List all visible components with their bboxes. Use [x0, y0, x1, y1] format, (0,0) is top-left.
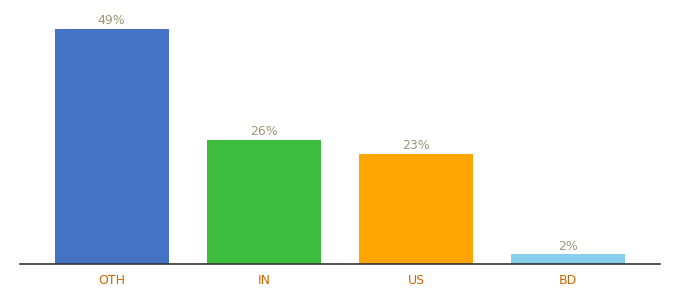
Bar — [511, 254, 626, 264]
Text: 23%: 23% — [403, 139, 430, 152]
Text: 49%: 49% — [98, 14, 126, 28]
Text: 26%: 26% — [250, 124, 277, 138]
Bar — [54, 29, 169, 264]
Bar — [359, 154, 473, 264]
Bar — [207, 140, 321, 264]
Text: 2%: 2% — [558, 239, 578, 253]
